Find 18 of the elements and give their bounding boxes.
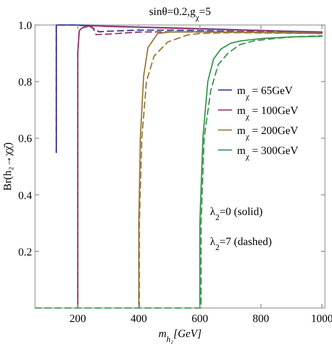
annotation: λ$_{2}$=7 (dashed) bbox=[210, 236, 272, 252]
y-tick-label: 0.6 bbox=[18, 133, 32, 146]
y-tick-label: 1.0 bbox=[18, 20, 32, 32]
x-tick-label: 600 bbox=[192, 313, 209, 325]
legend-label: m$_{χ}$ = 100GeV bbox=[237, 105, 298, 120]
legend-label: m$_{χ}$ = 200GeV bbox=[237, 125, 298, 140]
x-tick-label: 200 bbox=[69, 313, 86, 325]
legend-label: m$_{χ}$ = 65GeV bbox=[237, 85, 293, 100]
annotation: λ$_{2}$=0 (solid) bbox=[210, 206, 263, 222]
x-tick-label: 800 bbox=[252, 313, 270, 325]
x-axis-title: m$_{h₂}$[GeV] bbox=[158, 328, 202, 344]
x-tick-label: 400 bbox=[130, 313, 148, 325]
y-tick-label: 0.4 bbox=[18, 190, 32, 202]
y-tick-label: 0.8 bbox=[18, 76, 32, 89]
y-tick-label: 0.2 bbox=[18, 246, 32, 258]
legend-label: m$_{χ}$ = 300GeV bbox=[237, 145, 298, 160]
y-axis-title: Br(h₂→χχ̄) bbox=[2, 142, 14, 191]
chart-title: sinθ=0.2,g$_{χ}$=5 bbox=[149, 6, 212, 22]
